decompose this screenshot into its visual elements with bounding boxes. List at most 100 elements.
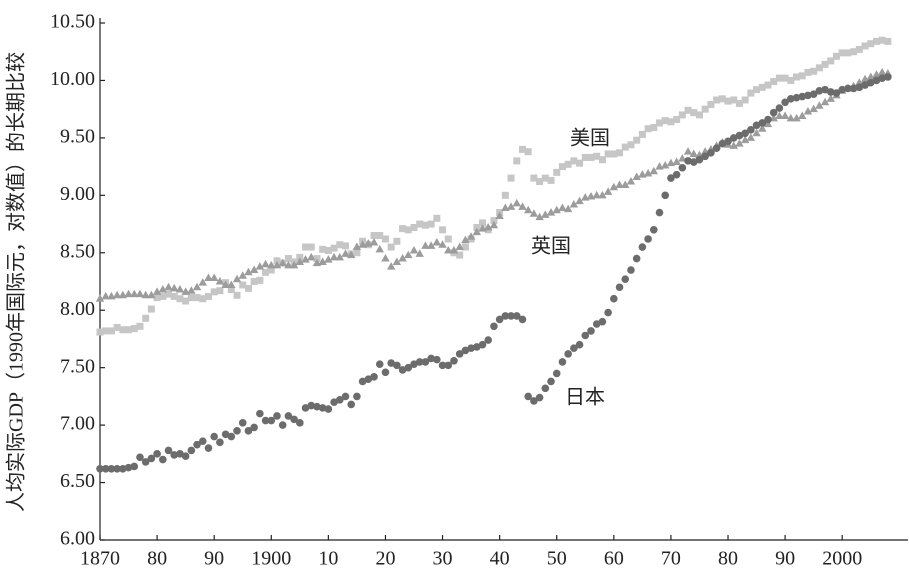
x-tick-label: 1870 [80, 548, 120, 570]
point [587, 153, 595, 161]
y-tick-label: 8.50 [60, 240, 95, 262]
point [301, 404, 310, 412]
point [558, 358, 567, 366]
point [752, 121, 761, 130]
point [535, 393, 544, 402]
point [124, 289, 133, 298]
point [758, 119, 767, 127]
point [409, 245, 419, 254]
point [741, 129, 749, 138]
point [615, 283, 624, 292]
point [656, 119, 664, 127]
point [838, 85, 846, 94]
point [701, 152, 709, 161]
point [627, 141, 635, 149]
point [341, 392, 350, 401]
point [798, 111, 807, 120]
point [255, 262, 265, 270]
point [804, 68, 812, 76]
point [204, 273, 213, 282]
x-tick-label: 20 [375, 548, 395, 570]
point [455, 350, 464, 358]
point [730, 96, 738, 104]
point [724, 137, 732, 146]
point [821, 60, 829, 68]
point [244, 427, 253, 435]
point [284, 260, 293, 269]
point [707, 149, 715, 157]
point [238, 271, 247, 279]
y-tick-label: 10.00 [50, 68, 95, 90]
point [581, 331, 590, 340]
point [792, 113, 801, 122]
point [450, 356, 458, 365]
point [170, 451, 179, 459]
point [233, 291, 241, 299]
point [147, 454, 156, 463]
point [153, 450, 161, 458]
point [518, 145, 526, 153]
point [353, 392, 361, 401]
point [821, 85, 829, 94]
point [216, 287, 224, 295]
point [187, 446, 196, 455]
point [552, 369, 561, 378]
point [878, 36, 886, 44]
point [535, 212, 544, 221]
point [884, 37, 892, 45]
point [707, 101, 715, 109]
x-tick-label: 80 [147, 548, 167, 570]
point [490, 322, 498, 331]
point [370, 373, 378, 381]
point [141, 458, 150, 466]
point [872, 76, 881, 85]
point [221, 280, 230, 288]
point [404, 250, 413, 259]
point [683, 147, 693, 155]
point [181, 452, 190, 460]
point [570, 157, 578, 165]
point [135, 289, 145, 298]
point [136, 322, 144, 330]
point [324, 246, 332, 254]
point [724, 97, 732, 105]
point [182, 297, 190, 305]
point [490, 217, 498, 225]
point [341, 242, 349, 250]
point [324, 255, 333, 263]
point [689, 149, 698, 157]
point [461, 243, 469, 251]
point [826, 88, 835, 96]
point [329, 252, 339, 261]
point [239, 281, 247, 289]
point [615, 180, 624, 188]
point [678, 163, 687, 172]
point [432, 237, 442, 246]
point [273, 257, 281, 265]
point [421, 221, 429, 229]
point [152, 287, 162, 295]
point [204, 444, 213, 452]
point [244, 267, 253, 276]
point [815, 86, 824, 95]
point [433, 214, 441, 222]
point [616, 149, 624, 157]
point [398, 366, 407, 374]
point [318, 404, 327, 412]
point [512, 198, 521, 207]
point [513, 157, 521, 165]
point [399, 225, 407, 233]
point [267, 266, 275, 274]
point [506, 202, 516, 210]
point [860, 74, 870, 83]
point [593, 152, 601, 160]
point [735, 99, 743, 107]
point [570, 344, 578, 352]
point [633, 136, 641, 144]
point [690, 109, 698, 117]
point [810, 67, 818, 75]
point [753, 86, 761, 94]
point [261, 259, 270, 268]
point [650, 124, 658, 132]
point [392, 257, 402, 265]
